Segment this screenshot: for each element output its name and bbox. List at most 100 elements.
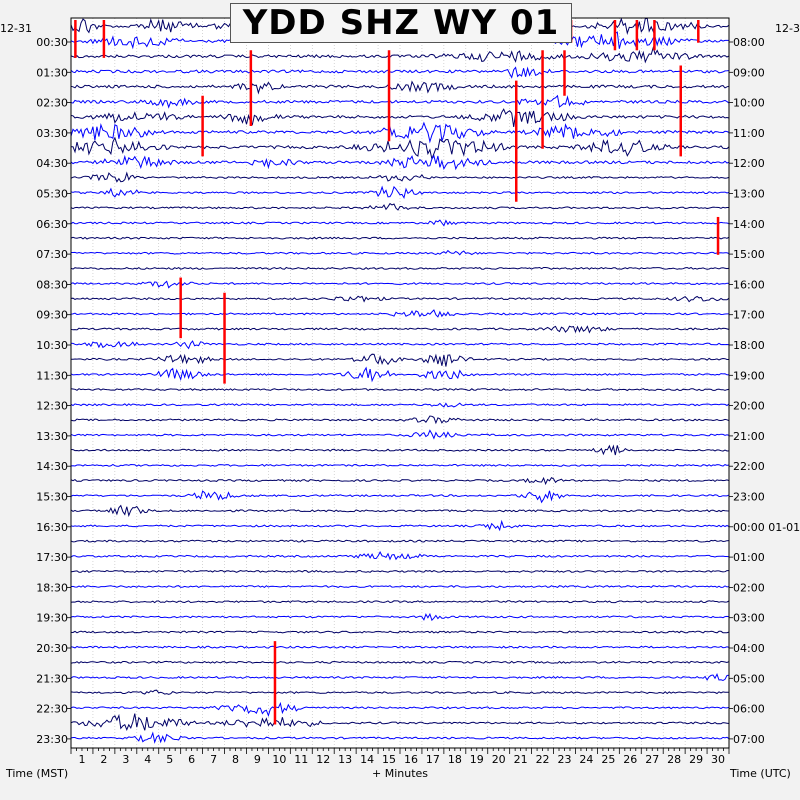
x-tick-label: 18 (448, 753, 462, 766)
left-time-label: 04:30 (36, 157, 68, 170)
x-axis-title: + Minutes (372, 767, 429, 780)
plot-grid (71, 18, 729, 748)
x-tick-label: 24 (579, 753, 593, 766)
left-time-label: 23:30 (36, 733, 68, 746)
seismic-trace (70, 80, 730, 95)
x-tick-label: 1 (78, 753, 85, 766)
seismic-trace (70, 701, 730, 718)
x-tick-label: 9 (254, 753, 261, 766)
left-time-label: 07:30 (36, 248, 68, 261)
x-tick-label: 3 (122, 753, 129, 766)
chart-title-box: YDD SHZ WY 01 (230, 3, 572, 43)
x-tick-label: 23 (558, 753, 572, 766)
right-time-label: 19:00 (733, 369, 765, 382)
seismic-trace (70, 94, 730, 109)
right-time-label: 06:00 (733, 703, 765, 716)
seismic-trace (70, 713, 730, 732)
x-tick-label: 21 (514, 753, 528, 766)
seismic-trace (70, 340, 730, 350)
seismic-traces (70, 17, 730, 744)
x-tick-label: 27 (645, 753, 659, 766)
x-tick-label: 11 (294, 753, 308, 766)
right-time-label: 01:00 (733, 551, 765, 564)
left-axis-title: Time (MST) (6, 767, 69, 780)
x-tick-label: 6 (188, 753, 195, 766)
x-tick-label: 17 (426, 753, 440, 766)
axis-labels: 1 2 3 4 5 6 7 8 9 10 11 12 13 14 15 16 17 18 19 20 21 22 23 24 2… (36, 36, 800, 766)
right-time-label: 22:00 (733, 460, 765, 473)
seismic-trace (70, 45, 730, 64)
right-time-label: 11:00 (733, 127, 765, 140)
right-time-label: 21:00 (733, 430, 765, 443)
right-axis-title: Time (UTC) (730, 767, 791, 780)
seismic-trace (70, 266, 730, 270)
seismic-trace (70, 476, 730, 486)
right-time-label: 20:00 (733, 400, 765, 413)
x-tick-label: 16 (404, 753, 418, 766)
x-tick-label: 29 (689, 753, 703, 766)
right-time-label: 18:00 (733, 339, 765, 352)
seismic-trace (70, 202, 729, 211)
seismic-trace (70, 504, 730, 518)
seismic-trace (70, 219, 730, 227)
right-time-label: 16:00 (733, 278, 765, 291)
seismic-trace (70, 444, 730, 456)
left-date-label: 12-31 (0, 22, 32, 35)
seismic-trace (70, 660, 730, 664)
x-tick-label: 4 (144, 753, 151, 766)
right-time-label: 10:00 (733, 97, 765, 110)
right-time-label: 00:00 01-01 (733, 521, 800, 534)
seismic-trace (70, 236, 730, 240)
seismic-trace (70, 402, 730, 408)
chart-title: YDD SHZ WY 01 (242, 3, 560, 43)
left-time-label: 03:30 (36, 127, 68, 140)
seismic-trace (70, 121, 730, 144)
left-time-label: 05:30 (36, 188, 68, 201)
left-time-label: 01:30 (36, 66, 68, 79)
left-time-label: 12:30 (36, 400, 68, 413)
x-tick-label: 5 (166, 753, 173, 766)
seismic-trace (70, 185, 730, 200)
x-tick-label: 28 (667, 753, 681, 766)
seismic-trace (70, 731, 730, 744)
right-time-label: 14:00 (733, 218, 765, 231)
x-tick-label: 26 (623, 753, 637, 766)
left-time-label: 11:30 (36, 369, 68, 382)
seismic-trace (71, 136, 730, 161)
right-time-label: 15:00 (733, 248, 765, 261)
seismic-trace (70, 429, 730, 440)
x-tick-label: 30 (711, 753, 725, 766)
seismic-trace (70, 66, 730, 79)
seismic-trace (70, 551, 730, 561)
right-time-label: 12:00 (733, 157, 765, 170)
right-time-label: 08:00 (733, 36, 765, 49)
x-tick-label: 2 (100, 753, 107, 766)
left-time-label: 08:30 (36, 278, 68, 291)
x-tick-label: 12 (316, 753, 330, 766)
seismic-trace (70, 366, 730, 383)
seismic-trace (70, 569, 729, 573)
seismic-trace (70, 585, 730, 589)
left-time-label: 17:30 (36, 551, 68, 564)
seismic-trace (70, 171, 730, 183)
right-time-label: 05:00 (733, 672, 765, 685)
seismic-trace (70, 600, 730, 604)
seismic-trace (70, 415, 730, 425)
seismic-trace (70, 539, 730, 543)
left-time-label: 06:30 (36, 218, 68, 231)
x-tick-label: 7 (210, 753, 217, 766)
seismic-trace (70, 689, 730, 695)
seismic-trace (70, 463, 730, 467)
x-tick-label: 10 (272, 753, 286, 766)
right-time-label: 17:00 (733, 309, 765, 322)
seismic-trace (70, 108, 730, 127)
left-time-label: 19:30 (36, 612, 68, 625)
left-time-label: 10:30 (36, 339, 68, 352)
x-tick-label: 22 (536, 753, 550, 766)
right-time-label: 07:00 (733, 733, 765, 746)
right-time-label: 13:00 (733, 188, 765, 201)
left-time-label: 00:30 (36, 36, 68, 49)
seismic-trace (70, 630, 730, 634)
